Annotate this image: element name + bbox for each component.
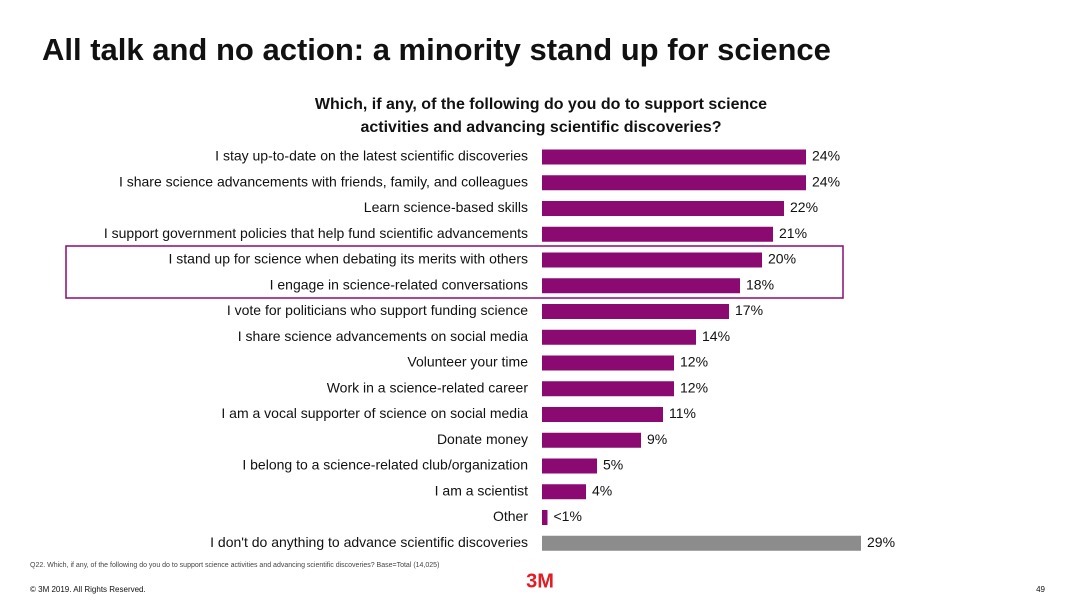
category-label: I engage in science-related conversation… [270, 276, 528, 292]
value-label: 12% [680, 354, 708, 370]
bar [542, 535, 861, 551]
category-label: Work in a science-related career [327, 379, 529, 395]
value-label: 24% [812, 148, 840, 164]
value-label: 4% [592, 482, 612, 498]
value-label: <1% [554, 508, 582, 524]
bar [542, 381, 674, 397]
category-label: I am a scientist [435, 482, 528, 498]
category-label: Other [493, 508, 528, 524]
value-label: 18% [746, 276, 774, 292]
bar [542, 149, 806, 165]
note: Q22. Which, if any, of the following do … [30, 562, 440, 569]
bar [542, 226, 773, 242]
bar [542, 175, 806, 191]
value-label: 22% [790, 199, 818, 215]
bar [542, 278, 740, 294]
category-label: I don't do anything to advance scientifi… [210, 534, 528, 550]
category-label: Learn science-based skills [364, 199, 528, 215]
page-number: 49 [1036, 585, 1045, 594]
bar [542, 355, 674, 371]
highlight-box [65, 245, 844, 299]
category-label: I stand up for science when debating its… [168, 251, 528, 267]
category-label: I belong to a science-related club/organ… [242, 457, 528, 473]
value-label: 14% [702, 328, 730, 344]
value-label: 11% [669, 405, 696, 421]
category-label: I stay up-to-date on the latest scientif… [215, 148, 528, 164]
bar [542, 252, 762, 268]
value-label: 5% [603, 457, 623, 473]
value-label: 24% [812, 173, 840, 189]
value-label: 21% [779, 225, 807, 241]
bar [542, 484, 586, 500]
subtitle: activities and advancing scientific disc… [360, 119, 721, 136]
bar [542, 304, 729, 319]
bar [542, 510, 548, 525]
category-label: Donate money [437, 431, 528, 447]
note-box: Q22. Which, if any, of the following do … [30, 562, 440, 569]
category-label: I share science advancements on social m… [238, 328, 528, 344]
category-label: I share science advancements with friend… [119, 173, 528, 189]
value-label: 9% [647, 431, 667, 447]
category-label: Volunteer your time [407, 354, 528, 370]
bar [542, 432, 641, 448]
bar [542, 201, 784, 216]
subtitle: Which, if any, of the following do you d… [315, 96, 767, 113]
bar [542, 329, 696, 345]
value-label: 20% [768, 251, 796, 267]
footer: © 3M 2019. All Rights Reserved. [30, 585, 146, 594]
chart-title: All talk and no action: a minority stand… [42, 32, 831, 67]
category-label: I am a vocal supporter of science on soc… [221, 405, 528, 421]
category-label: I support government policies that help … [104, 225, 528, 241]
logo: 3M [526, 570, 554, 592]
bar [542, 458, 597, 474]
value-label: 29% [867, 534, 895, 550]
value-label: 12% [680, 379, 708, 395]
value-label: 17% [735, 302, 763, 318]
category-label: I vote for politicians who support fundi… [227, 302, 528, 318]
bar [542, 407, 663, 422]
